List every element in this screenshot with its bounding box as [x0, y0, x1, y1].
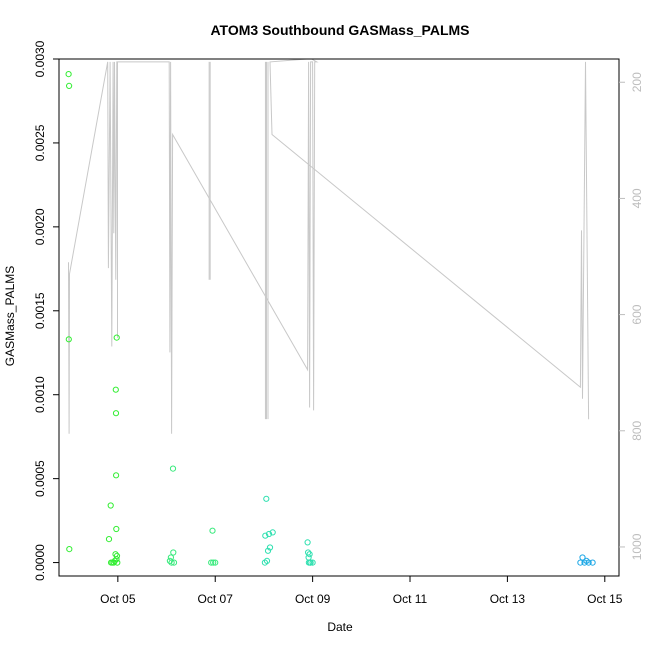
x-tick-label-3: Oct 11 — [393, 592, 428, 606]
data-point-14 — [113, 525, 120, 533]
data-point-4 — [105, 536, 113, 543]
right-tick-label-2: 600 — [630, 304, 644, 324]
y-tick-label-0: 0.0000 — [33, 544, 47, 581]
data-point-28 — [212, 559, 219, 566]
data-point-50 — [589, 559, 596, 566]
data-point-13 — [113, 472, 120, 479]
data-point-34 — [265, 530, 273, 538]
data-point-26 — [209, 527, 216, 534]
data-point-45 — [577, 559, 584, 566]
data-point-49 — [585, 559, 592, 566]
data-point-23 — [170, 549, 177, 556]
data-point-30 — [262, 532, 269, 539]
x-tick-label-0: Oct 05 — [100, 592, 136, 606]
data-point-12 — [112, 410, 120, 417]
data-point-36 — [269, 529, 276, 536]
y-tick-label-5: 0.0025 — [33, 124, 47, 161]
right-axis: 200 400 600 800 1000 — [619, 72, 644, 560]
y-tick-label-1: 0.0005 — [33, 460, 47, 497]
data-point-41 — [306, 551, 313, 558]
chart-title: ATOM3 Southbound GASMass_PALMS — [210, 22, 469, 38]
right-tick-label-4: 1000 — [630, 533, 644, 560]
data-point-15 — [113, 556, 120, 563]
x-tick-label-1: Oct 07 — [198, 592, 234, 606]
data-point-35 — [266, 544, 274, 551]
right-tick-label-1: 400 — [630, 188, 644, 208]
right-tick-label-0: 200 — [630, 72, 644, 92]
pressure-series — [68, 59, 590, 434]
data-point-2 — [65, 336, 72, 343]
data-point-21 — [168, 559, 175, 566]
data-point-27 — [210, 559, 217, 566]
data-point-20 — [167, 554, 174, 561]
data-point-39 — [305, 554, 312, 561]
y-tick-label-6: 0.0030 — [33, 40, 47, 77]
x-axis-label: Date — [327, 620, 353, 634]
y-tick-label-2: 0.0010 — [33, 376, 47, 413]
data-point-1 — [66, 82, 73, 90]
x-tick-label-4: Oct 13 — [490, 592, 526, 606]
bottom-axis: Oct 05 Oct 07 Oct 09 Oct 11 Oct 13 Oct 15 — [100, 576, 623, 606]
x-tick-label-5: Oct 15 — [587, 592, 623, 606]
data-point-46 — [579, 554, 586, 561]
data-points — [65, 71, 596, 566]
data-point-43 — [307, 559, 314, 566]
x-tick-label-2: Oct 09 — [295, 592, 331, 606]
plot-frame — [58, 58, 620, 577]
data-point-22 — [169, 465, 177, 472]
data-point-11 — [112, 386, 119, 393]
data-point-0 — [65, 71, 72, 78]
data-point-18 — [114, 559, 121, 566]
data-point-31 — [263, 495, 270, 502]
data-point-37 — [304, 539, 311, 546]
data-point-16 — [113, 334, 120, 341]
y-tick-label-3: 0.0015 — [33, 292, 47, 329]
left-axis: 0.0000 0.0005 0.0010 0.0015 0.0020 0.0025 0.00… — [33, 40, 59, 581]
data-point-33 — [264, 547, 272, 554]
data-point-24 — [170, 559, 178, 566]
data-point-32 — [263, 557, 271, 565]
y-tick-label-4: 0.0020 — [33, 208, 47, 245]
y-axis-label: GASMass_PALMS — [3, 266, 17, 366]
data-point-17 — [113, 552, 121, 560]
data-point-3 — [66, 546, 73, 553]
right-tick-label-3: 800 — [630, 420, 644, 440]
pressure-line — [68, 59, 590, 434]
data-point-44 — [309, 559, 316, 566]
data-point-5 — [107, 502, 114, 509]
data-point-25 — [208, 559, 215, 566]
